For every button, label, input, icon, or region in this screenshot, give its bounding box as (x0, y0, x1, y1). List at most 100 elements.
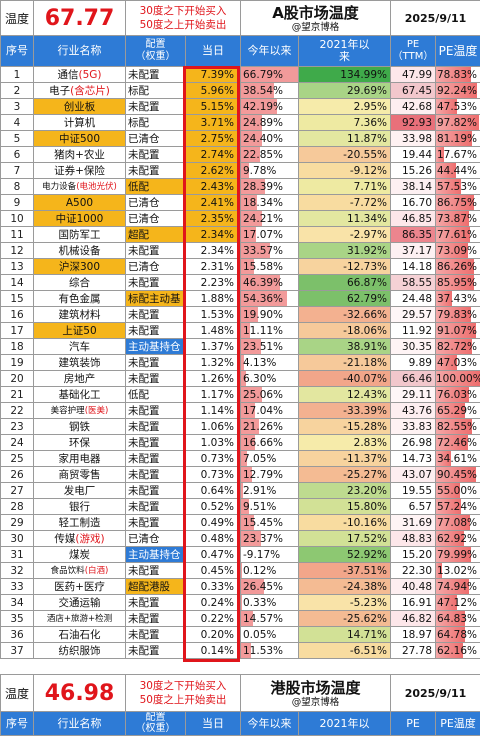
row-index: 26 (1, 467, 34, 483)
row-index: 14 (1, 275, 34, 291)
row-index-text: 33 (10, 581, 23, 593)
industry-name: 房地产 (34, 371, 126, 387)
row-index: 15 (1, 291, 34, 307)
pe-ttm: 6.57 (391, 499, 436, 515)
row-index: 2 (1, 83, 34, 99)
pe-temperature: 34.61% (436, 451, 480, 467)
today-change: 0.45% (186, 563, 241, 579)
allocation-text: 未配置 (128, 629, 160, 641)
ytd-change-text: 42.19% (243, 101, 283, 113)
row-index-text: 34 (10, 597, 23, 609)
hk-col-name: 行业名称 (34, 712, 126, 736)
row-index-text: 22 (10, 405, 23, 417)
since-2021: -18.06% (299, 323, 391, 339)
industry-name-text: A500 (66, 197, 93, 209)
pe-ttm-text: 86.35 (402, 229, 432, 241)
industry-name: 创业板 (34, 99, 126, 115)
today-change: 2.62% (186, 163, 241, 179)
today-change-text: 0.33% (201, 581, 234, 593)
ytd-change-text: 33.57% (243, 245, 283, 257)
since-2021-text: -2.97% (350, 229, 387, 241)
pe-ttm: 15.20 (391, 547, 436, 563)
industry-name: 电力设备(电池光伏) (34, 179, 126, 195)
pe-temperature-text: 78.83% (437, 69, 477, 81)
industry-name: A500 (34, 195, 126, 211)
rule-line-1: 30度之下开始买入 (126, 4, 240, 18)
allocation-text: 未配置 (128, 165, 160, 177)
industry-name: 传媒(游戏) (34, 531, 126, 547)
allocation-text: 已清仓 (128, 133, 160, 145)
since-2021: 66.87% (299, 275, 391, 291)
row-index-text: 31 (10, 549, 23, 561)
ytd-change-text: -9.17% (243, 549, 280, 561)
today-change: 0.14% (186, 643, 241, 659)
ytd-change: 23.51% (241, 339, 299, 355)
since-2021-text: -25.27% (343, 469, 387, 481)
allocation: 未配置 (126, 99, 186, 115)
hk-col-2021: 2021年以 (299, 712, 391, 736)
ytd-change: 14.57% (241, 611, 299, 627)
pe-temperature: 47.03% (436, 355, 480, 371)
allocation-text: 未配置 (128, 421, 160, 433)
pe-ttm-text: 67.45 (402, 85, 432, 97)
pe-ttm: 43.76 (391, 403, 436, 419)
industry-name: 环保 (34, 435, 126, 451)
pe-ttm-text: 18.97 (402, 629, 432, 641)
today-change: 1.26% (186, 371, 241, 387)
allocation: 未配置 (126, 403, 186, 419)
allocation: 未配置 (126, 483, 186, 499)
industry-name: 酒店+旅游+检测 (34, 611, 126, 627)
since-2021-text: -21.18% (343, 357, 387, 369)
pe-temperature-text: 44.44% (437, 165, 477, 177)
pe-temperature-text: 85.95% (437, 277, 477, 289)
pe-ttm-text: 15.26 (402, 165, 432, 177)
row-index: 32 (1, 563, 34, 579)
ytd-change: 28.39% (241, 179, 299, 195)
pe-temperature: 72.46% (436, 435, 480, 451)
row-index-text: 21 (10, 389, 23, 401)
industry-name-text: 纺织服饰 (59, 645, 101, 657)
pe-ttm: 11.92 (391, 323, 436, 339)
hk-temp-label: 温度 (1, 675, 34, 712)
industry-name: 通信(5G) (34, 67, 126, 83)
today-change: 1.88% (186, 291, 241, 307)
row-index: 35 (1, 611, 34, 627)
allocation: 未配置 (126, 595, 186, 611)
pe-ttm: 86.35 (391, 227, 436, 243)
pe-temperature: 44.44% (436, 163, 480, 179)
today-change-text: 2.35% (201, 213, 234, 225)
pe-ttm-text: 47.99 (402, 69, 432, 81)
allocation: 超配 (126, 227, 186, 243)
industry-name: 综合 (34, 275, 126, 291)
allocation-text: 超配 (128, 229, 149, 241)
pe-temperature: 55.00% (436, 483, 480, 499)
allocation: 已清仓 (126, 195, 186, 211)
ytd-change-text: 11.53% (243, 645, 283, 657)
ytd-change: 18.34% (241, 195, 299, 211)
ytd-change: 66.79% (241, 67, 299, 83)
hk-col-today: 当日 (186, 712, 241, 736)
since-2021: -15.28% (299, 419, 391, 435)
col-pe: PE （TTM） (391, 36, 436, 67)
pe-ttm: 29.11 (391, 387, 436, 403)
allocation-text: 未配置 (128, 565, 160, 577)
ytd-change-text: 24.21% (243, 213, 283, 225)
allocation: 未配置 (126, 467, 186, 483)
pe-ttm-text: 29.11 (402, 389, 432, 401)
today-change: 2.35% (186, 211, 241, 227)
today-change: 2.34% (186, 243, 241, 259)
allocation-text: 未配置 (128, 437, 160, 449)
pe-ttm-text: 46.82 (402, 613, 432, 625)
allocation: 主动基持仓 (126, 547, 186, 563)
row-index: 25 (1, 451, 34, 467)
pe-ttm: 19.44 (391, 147, 436, 163)
row-index-text: 11 (10, 229, 23, 241)
pe-ttm: 16.91 (391, 595, 436, 611)
